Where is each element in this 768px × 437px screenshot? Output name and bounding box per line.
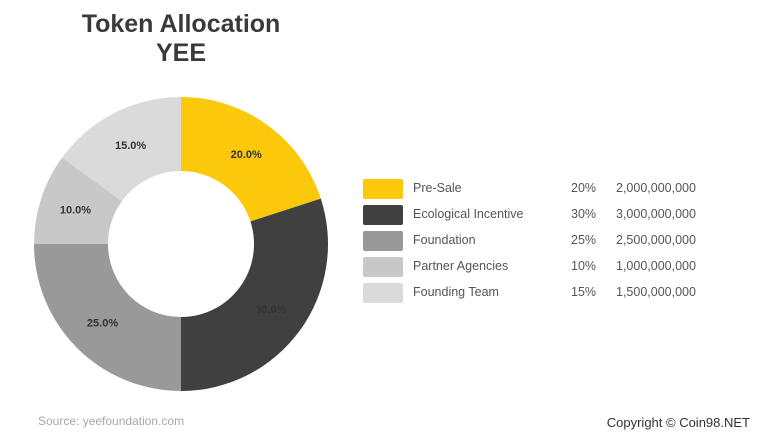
chart-title-line1: Token Allocation: [81, 10, 281, 38]
slice-label: 20.0%: [231, 149, 262, 161]
legend-amount: 3,000,000,000: [616, 207, 696, 221]
legend-label: Founding Team: [413, 285, 499, 299]
copyright-text: Copyright © Coin98.NET: [606, 415, 750, 430]
chart-title-line2: YEE: [155, 39, 207, 67]
slice-label: 30.0%: [255, 304, 286, 316]
legend-label: Partner Agencies: [413, 259, 509, 273]
legend-swatch: [363, 231, 403, 251]
slice-label: 10.0%: [60, 205, 91, 217]
legend-item: Partner Agencies 10% 1,000,000,000: [363, 256, 723, 282]
donut-slice-ecological-incentive: [181, 198, 328, 391]
slice-label: 15.0%: [115, 140, 146, 152]
chart-title: Token Allocation YEE: [60, 10, 302, 68]
legend-percent: 15%: [571, 285, 597, 299]
legend-amount: 1,500,000,000: [616, 285, 696, 299]
legend-item: Foundation 25% 2,500,000,000: [363, 230, 723, 256]
donut-slice-pre-sale: [181, 97, 321, 222]
legend-amount: 2,000,000,000: [616, 181, 696, 195]
legend-amount: 1,000,000,000: [616, 259, 696, 273]
source-text: Source: yeefoundation.com: [38, 414, 185, 428]
legend-percent: 20%: [571, 181, 597, 195]
legend-percent: 30%: [571, 207, 597, 221]
legend-item: Pre-Sale 20% 2,000,000,000: [363, 178, 723, 204]
donut-slice-partner-agencies: [34, 157, 122, 244]
legend-label: Ecological Incentive: [413, 207, 524, 221]
donut-slice-founding-team: [62, 97, 181, 202]
legend-item: Ecological Incentive 30% 3,000,000,000: [363, 204, 723, 230]
legend-percent: 10%: [571, 259, 597, 273]
legend-item: Founding Team 15% 1,500,000,000: [363, 282, 723, 308]
legend-swatch: [363, 257, 403, 277]
legend-label: Foundation: [413, 233, 476, 247]
legend-swatch: [363, 179, 403, 199]
legend-swatch: [363, 283, 403, 303]
slice-label: 25.0%: [87, 317, 118, 329]
legend-swatch: [363, 205, 403, 225]
legend-amount: 2,500,000,000: [616, 233, 696, 247]
legend-label: Pre-Sale: [413, 181, 462, 195]
legend: Pre-Sale 20% 2,000,000,000 Ecological In…: [363, 178, 723, 308]
donut-slice-foundation: [34, 244, 181, 391]
legend-percent: 25%: [571, 233, 597, 247]
